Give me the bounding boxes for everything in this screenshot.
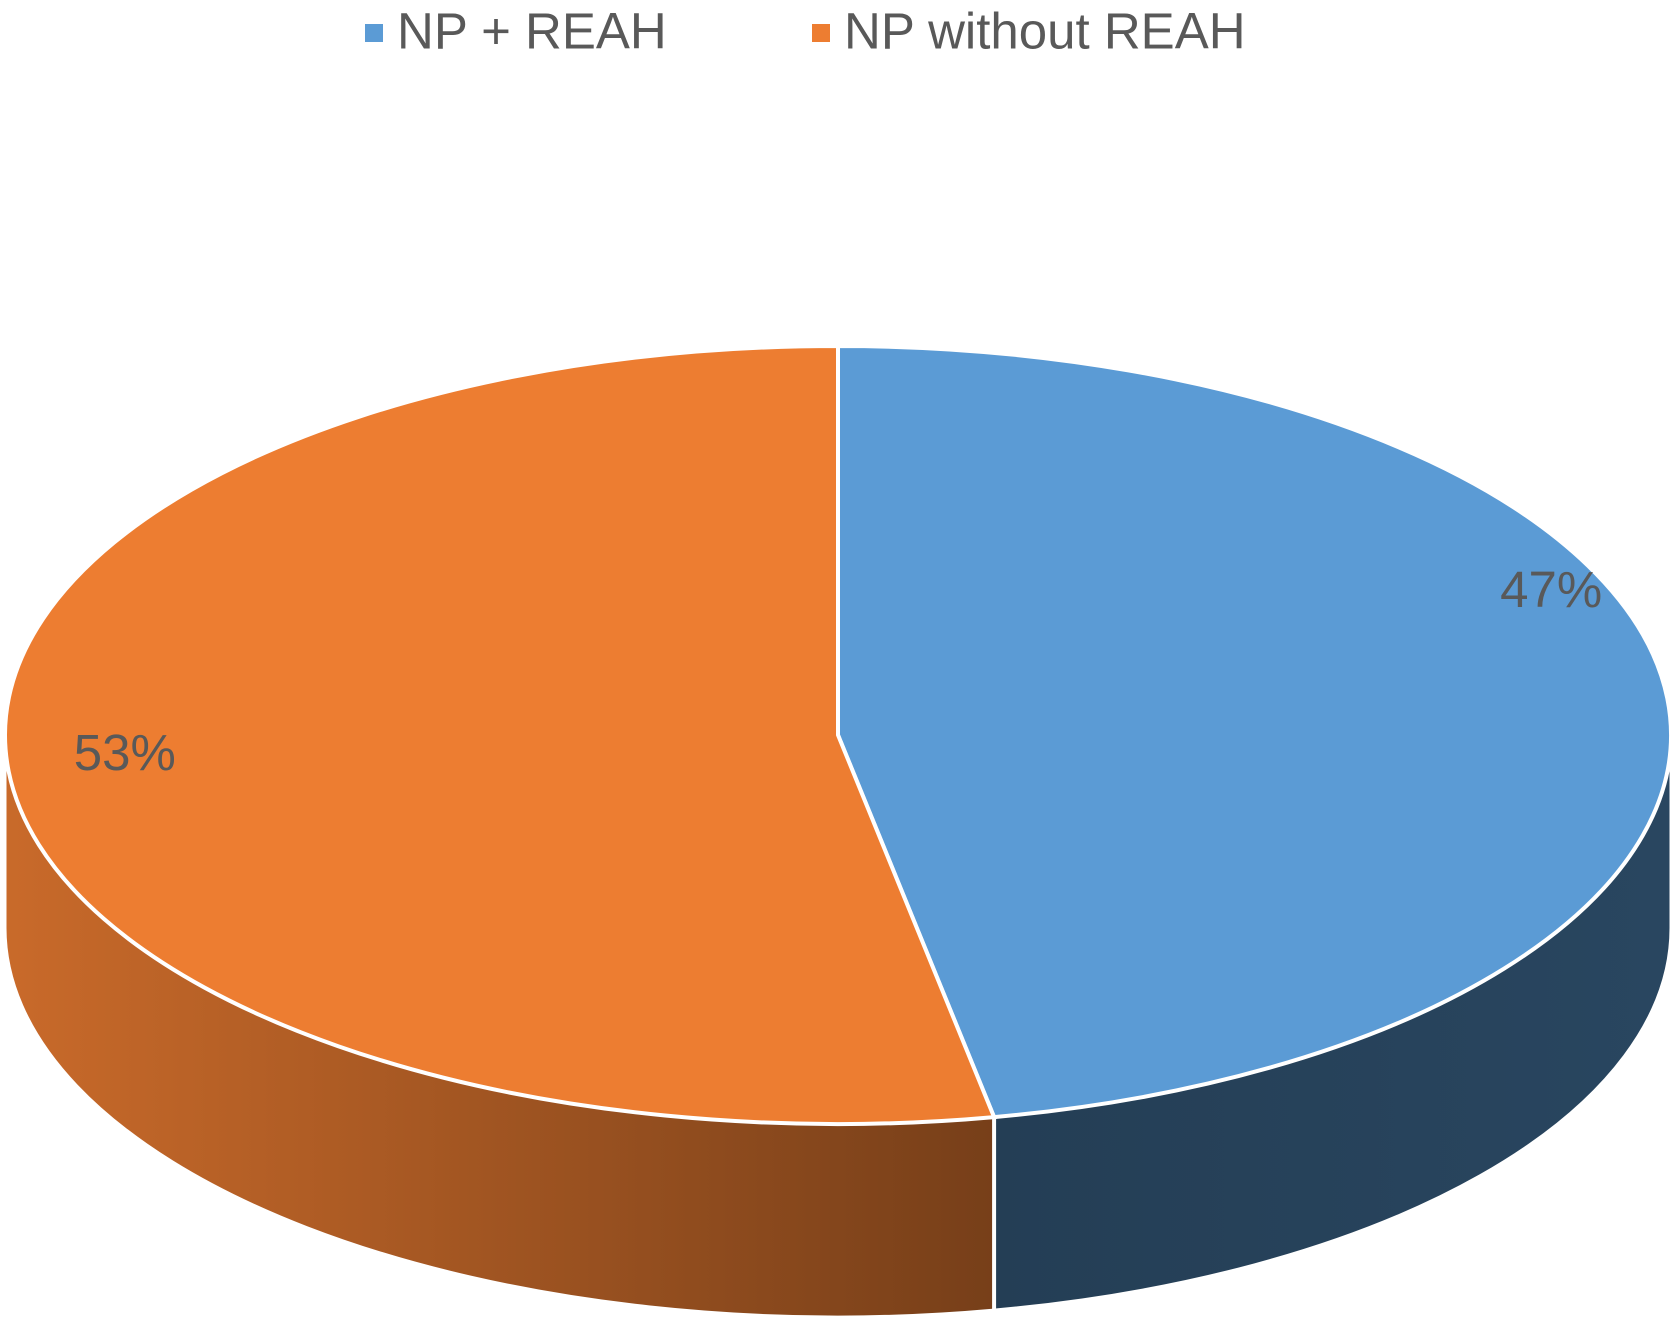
pie-slice (3, 343, 997, 1126)
legend-label: NP + REAH (397, 2, 667, 59)
legend-marker (365, 24, 383, 42)
legend-label: NP without REAH (844, 2, 1246, 59)
data-label: 47% (1500, 561, 1602, 618)
data-label: 53% (74, 724, 176, 781)
legend-marker (812, 24, 830, 42)
pie-slice (836, 343, 1673, 1120)
